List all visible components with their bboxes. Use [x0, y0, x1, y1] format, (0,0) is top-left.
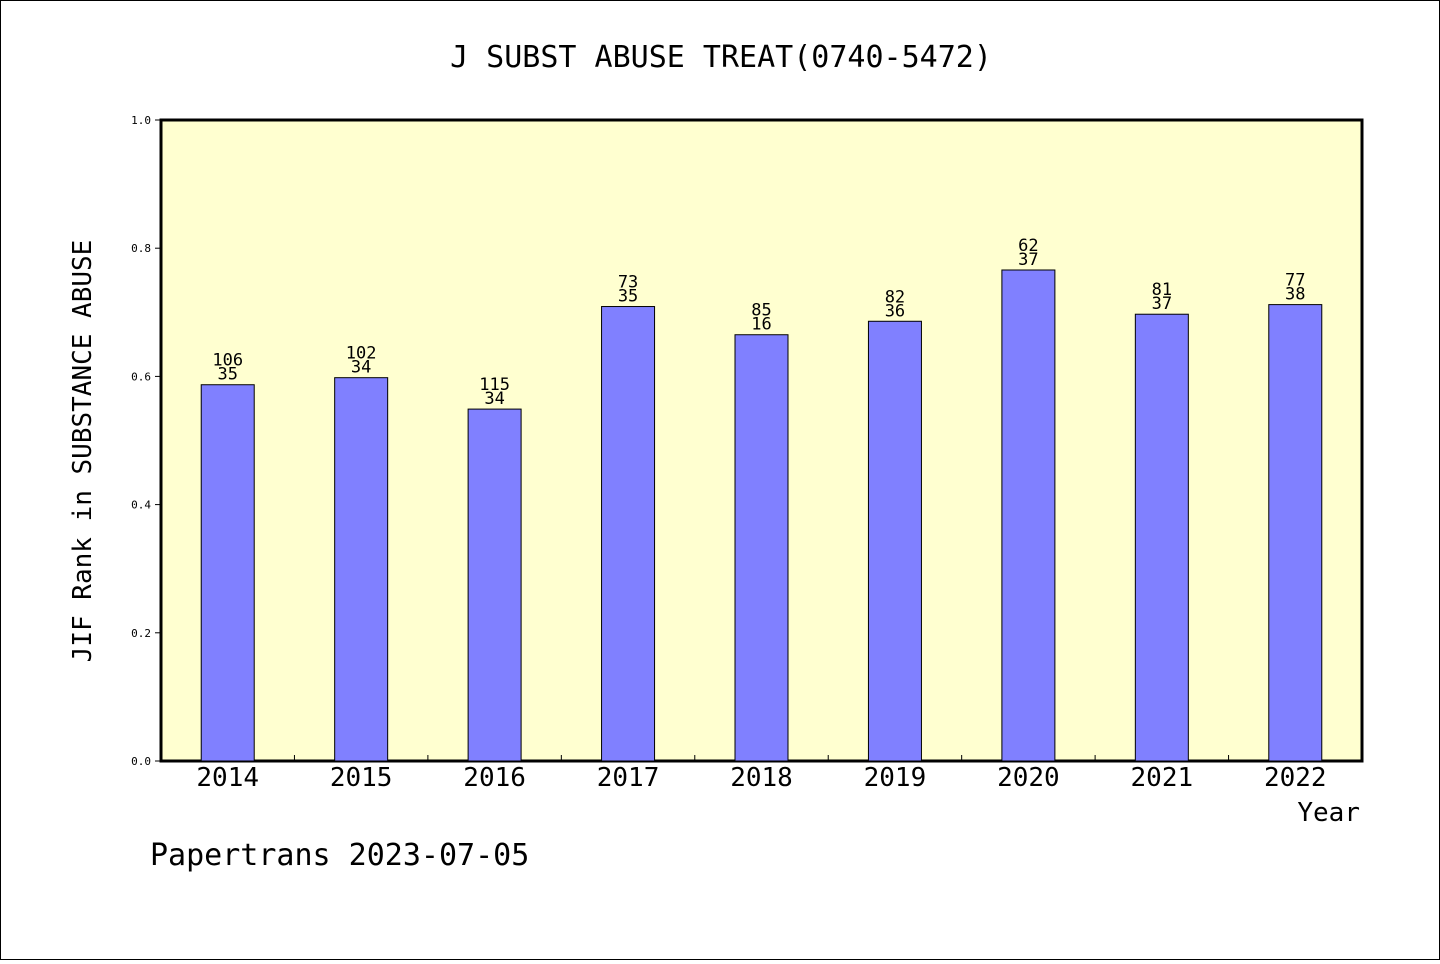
bar-label-top: 85: [751, 301, 771, 321]
x-axis: 2014 2015 2016 2017 2018 2019 2020 2021 2022: [196, 755, 1327, 793]
chart-title: J SUBST ABUSE TREAT(0740-5472): [450, 40, 992, 75]
bar-label-bottom: 37: [1152, 294, 1172, 314]
bar-2018: [734, 334, 789, 762]
bar-2022: [1268, 304, 1323, 762]
y-axis-label: JIF Rank in SUBSTANCE ABUSE: [68, 240, 98, 663]
bar-2014: [200, 384, 255, 762]
x-tick-label: 2017: [597, 763, 660, 793]
y-axis: 0.0 0.2 0.4 0.6 0.8 1.0: [131, 114, 161, 768]
y-tick-label: 0.0: [131, 755, 151, 768]
bar-label-top: 81: [1152, 280, 1172, 300]
x-tick-label: 2018: [730, 763, 793, 793]
footer-credit: Papertrans 2023-07-05: [150, 838, 529, 873]
bar-label-top: 73: [618, 273, 638, 293]
bar-label-top: 77: [1285, 271, 1305, 291]
x-axis-label: Year: [1297, 798, 1360, 828]
x-tick-label: 2016: [463, 763, 526, 793]
x-tick-label: 2015: [330, 763, 393, 793]
bar-label-bottom: 36: [885, 301, 905, 321]
bar-label-bottom: 34: [484, 389, 504, 409]
bar-2019: [867, 320, 922, 762]
bar-label-top: 62: [1018, 236, 1038, 256]
bar-label-top: 106: [212, 351, 243, 371]
bar-label-top: 102: [346, 344, 377, 364]
bar-label-top: 82: [885, 287, 905, 307]
bar-2020: [1001, 269, 1056, 762]
x-tick-label: 2021: [1131, 763, 1194, 793]
x-tick-label: 2019: [864, 763, 927, 793]
x-tick-label: 2020: [997, 763, 1060, 793]
bar-label-bottom: 37: [1018, 250, 1038, 270]
bar-2021: [1134, 313, 1189, 762]
bar-2015: [334, 377, 389, 762]
bar-label-bottom: 34: [351, 358, 371, 378]
bar-label-bottom: 35: [618, 287, 638, 307]
bar-2017: [601, 306, 656, 762]
bar-label-bottom: 35: [217, 365, 237, 385]
y-tick-label: 0.6: [131, 370, 151, 383]
y-tick-label: 1.0: [131, 114, 151, 127]
bar-label-top: 115: [479, 375, 510, 395]
x-tick-label: 2014: [196, 763, 259, 793]
y-tick-label: 0.4: [131, 499, 151, 512]
y-tick-label: 0.8: [131, 242, 151, 255]
bar-label-bottom: 16: [751, 315, 771, 335]
bar-2016: [467, 408, 522, 762]
bar-label-bottom: 38: [1285, 285, 1305, 305]
x-tick-label: 2022: [1264, 763, 1327, 793]
y-tick-label: 0.2: [131, 627, 151, 640]
